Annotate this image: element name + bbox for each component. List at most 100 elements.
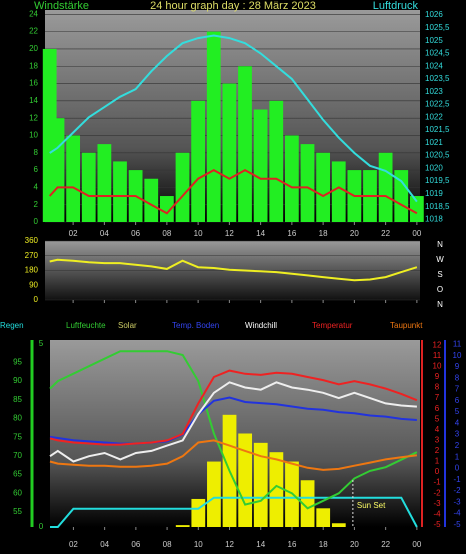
bar [175, 152, 190, 222]
y2-tick-label: -3 [433, 499, 441, 508]
series-line [49, 381, 417, 463]
y2-tick-label: 1020,5 [425, 151, 450, 160]
bar [316, 152, 331, 222]
x-tick-label: 04 [100, 540, 109, 549]
bar [50, 118, 65, 222]
y3-tick-label: -2 [453, 486, 461, 495]
y3-tick-label: -1 [453, 475, 461, 484]
y-tick-label: 75 [13, 432, 22, 441]
y2-tick-label: 1 [435, 457, 440, 466]
bar [331, 161, 346, 222]
bar [144, 178, 159, 222]
series-line [49, 369, 418, 446]
x-tick-label: 08 [162, 229, 171, 238]
legend-label: Luftfeuchte [66, 321, 106, 330]
y-tick-label: 95 [13, 358, 22, 367]
y3-tick-label: 3 [455, 430, 460, 439]
y3-tick-label: -5 [453, 520, 461, 529]
y2-tick-label: 11 [433, 351, 442, 360]
x-tick-label: 14 [256, 229, 265, 238]
direction-label: S [437, 270, 442, 279]
chart-title: 24 hour graph day : 28 März 2023 [150, 0, 316, 12]
y2-tick-label: 9 [435, 372, 440, 381]
y2-tick-label: 7 [435, 393, 440, 402]
x-tick-label: 12 [225, 540, 234, 549]
legend-label: Taupunkt [390, 321, 423, 330]
y-tick-label: 180 [25, 266, 39, 275]
bar [316, 508, 331, 527]
x-tick-label: 18 [319, 540, 328, 549]
x-tick-label: 16 [288, 540, 297, 549]
x-tick-label: 02 [69, 540, 78, 549]
series-line [49, 34, 418, 203]
y-tick-label: 18 [29, 61, 38, 70]
y-tick-label: 70 [13, 451, 22, 460]
y-tick-label: 14 [29, 96, 38, 105]
series-line [49, 258, 418, 282]
y3-tick-label: 9 [455, 362, 460, 371]
y-tick-label: 80 [13, 414, 22, 423]
y2-tick-label: 4 [435, 425, 440, 434]
series-line [49, 350, 418, 510]
y3-tick-label: 11 [453, 340, 462, 349]
legend-label: Windchill [245, 321, 277, 330]
bar [253, 109, 268, 222]
y2-tick-label: 1024 [425, 61, 443, 70]
y2-tick-label: -4 [433, 509, 441, 518]
bar [191, 498, 206, 527]
direction-label: N [437, 300, 443, 309]
y2-tick-label: 8 [435, 383, 440, 392]
y-tick-label: 24 [29, 9, 38, 18]
x-tick-label: 08 [163, 540, 172, 549]
y3-tick-label: -4 [453, 509, 461, 518]
bar [394, 170, 409, 222]
bar [81, 152, 96, 222]
bar [97, 144, 112, 222]
y-tick-label: 90 [13, 376, 22, 385]
legend-label: Solar [118, 321, 137, 330]
bar [159, 196, 174, 222]
y-tick-label: 20 [29, 44, 38, 53]
bar [284, 135, 299, 222]
y2-tick-label: 1018 [425, 215, 443, 224]
y3-tick-label: 1 [455, 452, 460, 461]
legend-label: Regen [0, 321, 24, 330]
x-tick-label: 20 [350, 229, 359, 238]
x-tick-label: 00 [412, 540, 421, 549]
y2-tick-label: 1025,5 [425, 23, 450, 32]
y-tick-label: 60 [13, 488, 22, 497]
y-tick-label: 360 [25, 236, 39, 245]
series-line [50, 496, 418, 528]
y2-tick-label: 1021 [425, 138, 443, 147]
y3-tick-label: 2 [455, 441, 460, 450]
y-tick-label: 4 [34, 182, 39, 191]
legend-label: Temperatur [312, 321, 353, 330]
x-tick-label: 20 [350, 540, 359, 549]
y-tick-label: 2 [34, 200, 39, 209]
y2-tick-label: 1018,5 [425, 202, 450, 211]
y-tick-label: 16 [29, 79, 38, 88]
y2-tick-label: 2 [435, 446, 440, 455]
y3-tick-label: 0 [455, 464, 460, 473]
y-tick-label: 0 [34, 295, 39, 304]
y2-tick-label: -1 [433, 478, 441, 487]
y3-tick-label: 10 [453, 351, 462, 360]
y-tick-label: 12 [29, 113, 38, 122]
x-tick-label: 14 [256, 540, 265, 549]
y2-tick-label: 1019 [425, 189, 443, 198]
y2-tick-label: -5 [433, 520, 441, 529]
bar [66, 135, 81, 222]
y2-tick-label: 1019,5 [425, 176, 450, 185]
x-tick-label: 06 [131, 229, 140, 238]
bar [253, 442, 268, 527]
direction-label: N [437, 240, 443, 249]
x-tick-label: 16 [287, 229, 296, 238]
direction-label: O [437, 285, 443, 294]
x-tick-label: 06 [131, 540, 140, 549]
y-tick-label: 65 [13, 470, 22, 479]
y-tick-label: 8 [34, 148, 39, 157]
annotation: Sun Set [357, 501, 386, 510]
y3-tick-label: 6 [455, 396, 460, 405]
